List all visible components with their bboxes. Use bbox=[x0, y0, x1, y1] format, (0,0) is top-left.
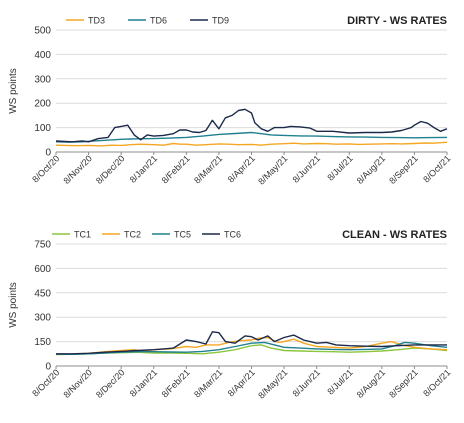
series-line-td3 bbox=[55, 141, 448, 147]
y-tick-label: 500 bbox=[34, 26, 51, 37]
x-tick-label: 8/Jul/21 bbox=[325, 153, 354, 182]
y-tick-label: 600 bbox=[34, 264, 51, 275]
series-lines bbox=[55, 108, 448, 147]
y-tick-label: 400 bbox=[34, 50, 51, 61]
y-tick-label: 750 bbox=[34, 240, 51, 251]
chart-title: CLEAN - WS RATES bbox=[342, 229, 447, 241]
y-tick-label: 200 bbox=[34, 99, 51, 110]
legend: TD3 TD6 TD9 bbox=[66, 16, 229, 26]
y-tick-labels: 0 150 300 450 600 750 bbox=[34, 240, 51, 373]
y-tick-label: 450 bbox=[34, 288, 51, 299]
x-tick-label: 8/Sep/21 bbox=[387, 153, 420, 186]
x-tick-label: 8/Jan/21 bbox=[128, 367, 159, 398]
x-tick-label: 8/Aug/21 bbox=[355, 367, 388, 400]
x-tick-label: 8/May/21 bbox=[256, 153, 289, 186]
y-axis-label: WS points bbox=[8, 282, 19, 328]
y-tick-label: 300 bbox=[34, 74, 51, 85]
x-tick-label: 8/Apr/21 bbox=[226, 367, 257, 398]
x-tick-label: 8/Jul/21 bbox=[325, 367, 354, 396]
series-lines bbox=[55, 331, 448, 356]
x-tick-labels: 8/Oct/20 8/Nov/20 8/Dec/20 8/Jan/21 8/Feb/21… bbox=[30, 153, 452, 186]
legend: TC1 TC2 TC5 TC6 bbox=[52, 230, 241, 240]
y-tick-label: 0 bbox=[45, 148, 51, 159]
x-tick-label: 8/Jan/21 bbox=[128, 153, 159, 184]
chart-title: DIRTY - WS RATES bbox=[347, 15, 447, 27]
x-tick-labels: 8/Oct/20 8/Nov/20 8/Dec/20 8/Jan/21 8/Feb/21… bbox=[30, 367, 452, 400]
legend-label: TD3 bbox=[88, 16, 105, 26]
x-tick-label: 8/Jun/21 bbox=[291, 367, 322, 398]
legend-label: TC5 bbox=[174, 230, 191, 240]
x-tick-label: 8/Mar/21 bbox=[192, 153, 224, 185]
x-tick-label: 8/Feb/21 bbox=[160, 367, 192, 399]
x-tick-label: 8/Sep/21 bbox=[387, 367, 420, 400]
legend-label: TC2 bbox=[124, 230, 141, 240]
x-tick-label: 8/May/21 bbox=[256, 367, 289, 400]
x-tick-label: 8/Apr/21 bbox=[226, 153, 257, 184]
y-tick-labels: 0 100 200 300 400 500 bbox=[34, 26, 51, 159]
x-tick-label: 8/Nov/20 bbox=[61, 153, 94, 186]
legend-label: TC1 bbox=[74, 230, 91, 240]
x-tick-label: 8/Feb/21 bbox=[160, 153, 192, 185]
y-axis-label: WS points bbox=[8, 68, 19, 114]
series-line-tc6 bbox=[56, 331, 447, 355]
legend-label: TC6 bbox=[224, 230, 241, 240]
dirty-ws-rates-chart: DIRTY - WS RATES WS points TD3 TD6 TD9 0 10… bbox=[8, 15, 452, 187]
x-tick-label: 8/Oct/21 bbox=[421, 367, 452, 398]
legend-label: TD6 bbox=[150, 16, 167, 26]
series-line-td9 bbox=[55, 108, 448, 143]
series-line-td6 bbox=[55, 131, 448, 143]
x-tick-label: 8/Dec/20 bbox=[94, 367, 127, 400]
y-tick-label: 100 bbox=[34, 123, 51, 134]
x-tick-label: 8/Oct/21 bbox=[421, 153, 452, 184]
y-tick-label: 300 bbox=[34, 313, 51, 324]
legend-label: TD9 bbox=[212, 16, 229, 26]
x-tick-label: 8/Mar/21 bbox=[192, 367, 224, 399]
clean-ws-rates-chart: CLEAN - WS RATES WS points TC1 TC2 TC5 TC6 … bbox=[8, 229, 452, 401]
y-tick-label: 0 bbox=[45, 362, 51, 373]
x-tick-label: 8/Dec/20 bbox=[94, 153, 127, 186]
x-tick-label: 8/Nov/20 bbox=[61, 367, 94, 400]
gridlines bbox=[55, 243, 448, 369]
y-tick-label: 150 bbox=[34, 337, 51, 348]
series-line-tc5 bbox=[56, 341, 448, 355]
gridlines bbox=[55, 29, 448, 155]
x-tick-label: 8/Jun/21 bbox=[291, 153, 322, 184]
x-tick-label: 8/Aug/21 bbox=[355, 153, 388, 186]
